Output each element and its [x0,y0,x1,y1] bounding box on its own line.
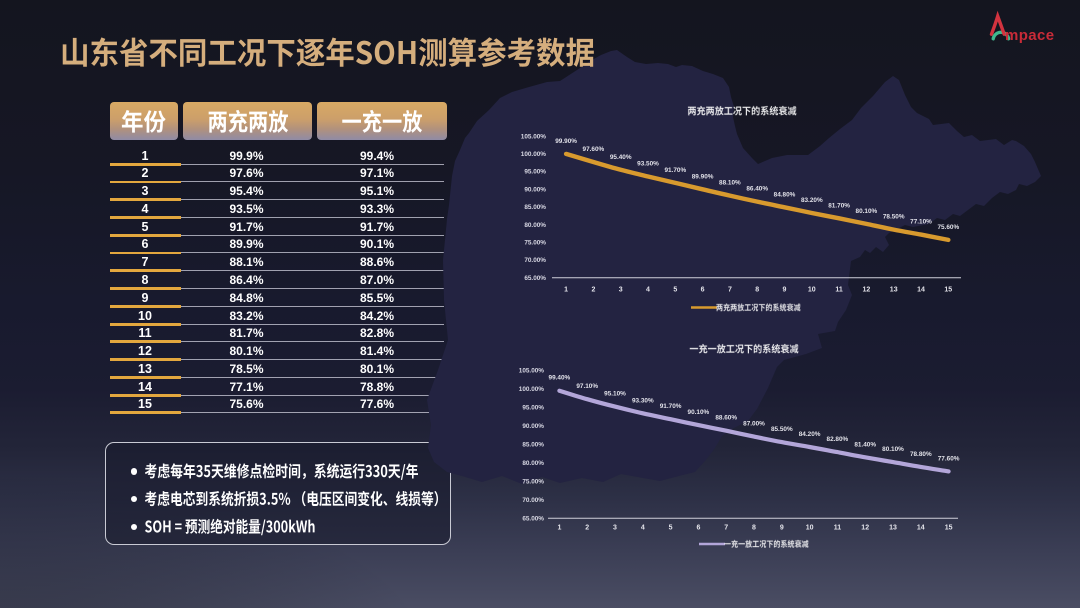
svg-text:105.00%: 105.00% [519,368,545,375]
svg-text:82.80%: 82.80% [827,436,849,443]
svg-text:14: 14 [917,287,925,294]
svg-text:11: 11 [835,287,843,294]
svg-text:87.00%: 87.00% [743,421,765,428]
svg-text:65.00%: 65.00% [522,516,544,523]
svg-text:81.70%: 81.70% [828,202,850,209]
svg-text:84.80%: 84.80% [774,191,796,198]
svg-text:85.00%: 85.00% [524,204,546,211]
svg-text:5: 5 [669,525,673,532]
svg-text:6: 6 [701,287,705,294]
svg-text:99.90%: 99.90% [555,138,577,145]
svg-text:95.00%: 95.00% [522,405,544,412]
svg-text:11: 11 [834,525,842,532]
svg-text:13: 13 [890,287,898,294]
svg-text:6: 6 [696,525,700,532]
svg-text:88.10%: 88.10% [719,180,741,187]
svg-text:77.10%: 77.10% [910,219,932,226]
svg-text:80.10%: 80.10% [856,208,878,215]
svg-text:12: 12 [863,287,871,294]
svg-text:97.60%: 97.60% [583,146,605,153]
svg-text:93.50%: 93.50% [637,161,659,168]
svg-text:95.00%: 95.00% [524,169,546,176]
svg-text:75.00%: 75.00% [524,240,546,247]
svg-text:86.40%: 86.40% [746,186,768,193]
svg-text:65.00%: 65.00% [524,275,546,282]
svg-text:2: 2 [591,287,595,294]
svg-text:4: 4 [641,525,645,532]
svg-text:5: 5 [673,287,677,294]
svg-text:100.00%: 100.00% [519,386,545,393]
svg-text:12: 12 [861,525,869,532]
svg-text:14: 14 [917,525,925,532]
svg-text:13: 13 [889,525,897,532]
svg-text:70.00%: 70.00% [522,497,544,504]
svg-text:8: 8 [752,525,756,532]
svg-text:90.10%: 90.10% [688,409,710,416]
svg-text:7: 7 [728,287,732,294]
svg-text:91.70%: 91.70% [664,167,686,174]
svg-text:99.40%: 99.40% [549,375,571,382]
svg-text:80.00%: 80.00% [524,222,546,229]
svg-text:105.00%: 105.00% [521,133,547,140]
svg-text:80.00%: 80.00% [522,460,544,467]
svg-text:97.10%: 97.10% [576,383,598,390]
svg-text:78.50%: 78.50% [883,214,905,221]
svg-text:78.80%: 78.80% [910,451,932,458]
svg-text:7: 7 [724,525,728,532]
svg-text:mpace: mpace [1005,27,1055,44]
svg-text:9: 9 [780,525,784,532]
svg-text:70.00%: 70.00% [524,257,546,264]
svg-text:90.00%: 90.00% [522,423,544,430]
svg-text:75.60%: 75.60% [937,224,959,231]
svg-text:15: 15 [945,525,953,532]
svg-text:81.40%: 81.40% [854,441,876,448]
svg-text:77.60%: 77.60% [938,455,960,462]
svg-text:100.00%: 100.00% [521,151,547,158]
svg-text:95.40%: 95.40% [610,154,632,161]
svg-text:80.10%: 80.10% [882,446,904,453]
svg-text:85.00%: 85.00% [522,442,544,449]
svg-text:9: 9 [783,287,787,294]
svg-text:10: 10 [806,525,814,532]
svg-text:4: 4 [646,287,650,294]
svg-text:83.20%: 83.20% [801,197,823,204]
svg-text:8: 8 [755,287,759,294]
svg-text:1: 1 [557,525,561,532]
svg-text:2: 2 [585,525,589,532]
svg-text:15: 15 [944,287,952,294]
svg-text:3: 3 [613,525,617,532]
svg-text:89.90%: 89.90% [692,173,714,180]
svg-text:3: 3 [619,287,623,294]
svg-text:88.60%: 88.60% [715,415,737,422]
svg-text:93.30%: 93.30% [632,397,654,404]
svg-text:10: 10 [808,287,816,294]
svg-text:1: 1 [564,287,568,294]
svg-text:90.00%: 90.00% [524,186,546,193]
svg-text:91.70%: 91.70% [660,403,682,410]
svg-text:85.50%: 85.50% [771,426,793,433]
svg-text:84.20%: 84.20% [799,431,821,438]
svg-text:95.10%: 95.10% [604,391,626,398]
svg-text:75.00%: 75.00% [522,479,544,486]
